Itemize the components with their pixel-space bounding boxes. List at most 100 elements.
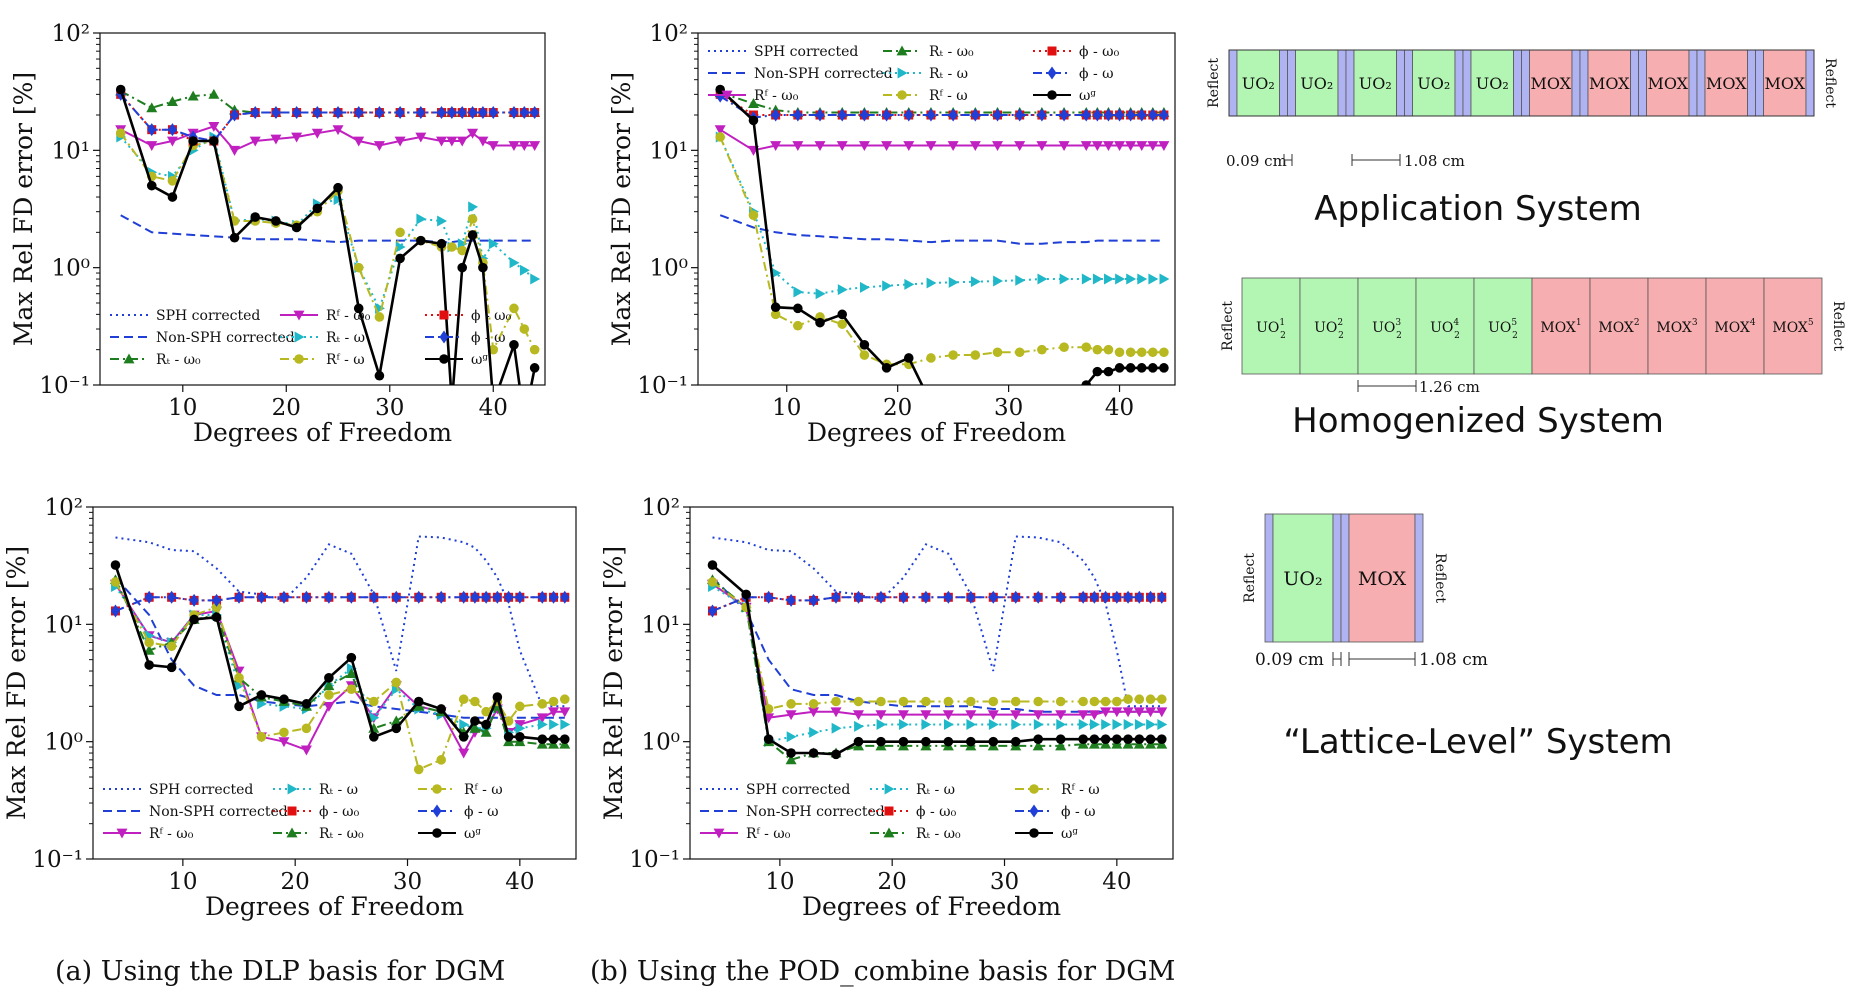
data-point [992,141,1004,151]
x-tick-label: 10 [772,395,801,421]
data-point [374,106,384,120]
legend-label: Rᶠ - ω₀ [746,826,791,842]
data-point [167,590,177,604]
data-point [942,710,954,721]
data-point [948,276,959,288]
data-point [1101,590,1111,604]
data-point [1158,141,1170,151]
data-point [144,660,154,670]
cell-label: UO₂ [1300,74,1333,93]
cell-label: UO5 2 [1488,318,1518,341]
data-point [110,560,121,570]
data-point [413,764,424,775]
series-line [119,132,536,354]
data-point [948,108,958,122]
chart-bottom-left: 10⁻¹ 10⁰ 10¹ 10² 10 20 30 40 Degrees of Freedom M… [2,495,577,921]
data-point [529,141,541,151]
legend-entry: Rᶠ - ω [280,352,365,368]
homogenized-cell [1357,277,1417,375]
data-point [831,749,841,760]
diagram-homogenized-title: Homogenized System [1292,401,1664,441]
diagram-outline [1228,49,1815,117]
data-point [457,106,467,120]
data-point [278,737,290,748]
data-point [446,136,458,147]
data-point [467,214,478,224]
data-point [468,106,478,120]
data-point [395,253,405,264]
data-point [437,215,448,227]
legend-label: ϕ - ω₀ [319,804,360,820]
data-point [1015,108,1025,122]
data-point [537,734,548,744]
x-axis-label: Degrees of Freedom [193,418,452,447]
data-point [837,108,847,122]
data-point [814,141,826,151]
y-tick-label: 10⁻¹ [32,847,83,873]
moderator-region [1396,49,1405,117]
data-point [469,722,481,733]
y-tick-label: 10¹ [52,138,91,164]
data-point [793,303,803,314]
data-point [354,106,364,120]
moderator-region [1630,49,1639,117]
data-point [830,707,842,718]
legend-marker [294,331,305,343]
plot-frame [689,506,1174,860]
data-point [415,132,427,143]
data-point [208,121,220,132]
legend-entry: Rₜ - ω₀ [110,352,201,368]
data-point [1134,590,1144,604]
moderator-region [1462,49,1472,117]
data-point [270,134,282,145]
data-point [815,288,826,300]
data-point [970,350,981,360]
data-point [369,732,379,742]
homogenized-cell [1415,277,1475,375]
data-point [904,108,914,122]
legend-label: SPH corrected [754,44,858,60]
cell-label: UO1 2 [1256,318,1286,341]
data-point [1010,710,1022,721]
data-point [234,673,244,683]
x-tick-label: 20 [272,395,301,421]
legend-entry: Rᶠ - ω₀ [103,826,194,842]
data-point [208,88,220,99]
x-tick-label: 40 [505,869,534,895]
plot-area [706,535,1168,765]
legend-marker [1029,784,1039,794]
data-point [1056,590,1066,604]
data-point [943,590,953,604]
data-point [837,319,848,329]
data-point [353,303,364,314]
data-point [1088,710,1100,721]
cell-label: MOX1 [1540,318,1581,336]
data-point [1032,740,1044,751]
moderator-region [1571,49,1581,117]
data-point [1103,108,1113,122]
data-point [748,115,759,126]
moderator-region [1513,49,1522,117]
data-point [1037,273,1048,285]
legend-label: Rₜ - ω [319,782,358,798]
data-point [459,719,470,731]
data-point [965,710,977,721]
x-tick-label: 20 [883,395,912,421]
data-point [881,141,893,151]
data-point [707,604,717,618]
moderator-region [1228,49,1238,117]
data-point [876,736,886,747]
data-point [509,106,519,120]
data-point [770,309,781,320]
data-point [369,712,380,724]
chart-bottom-right: 10⁻¹ 10⁰ 10¹ 10² 10 20 30 40 Degrees of Freedom M… [599,495,1174,921]
moderator-region [1805,49,1815,117]
data-point [898,590,908,604]
data-point [189,614,199,625]
cell-label: UO3 2 [1372,318,1402,341]
legend-marker [294,354,304,364]
cell-label: MOX [1358,568,1407,590]
data-point [167,175,178,186]
data-point [926,398,936,408]
data-point [332,125,344,136]
